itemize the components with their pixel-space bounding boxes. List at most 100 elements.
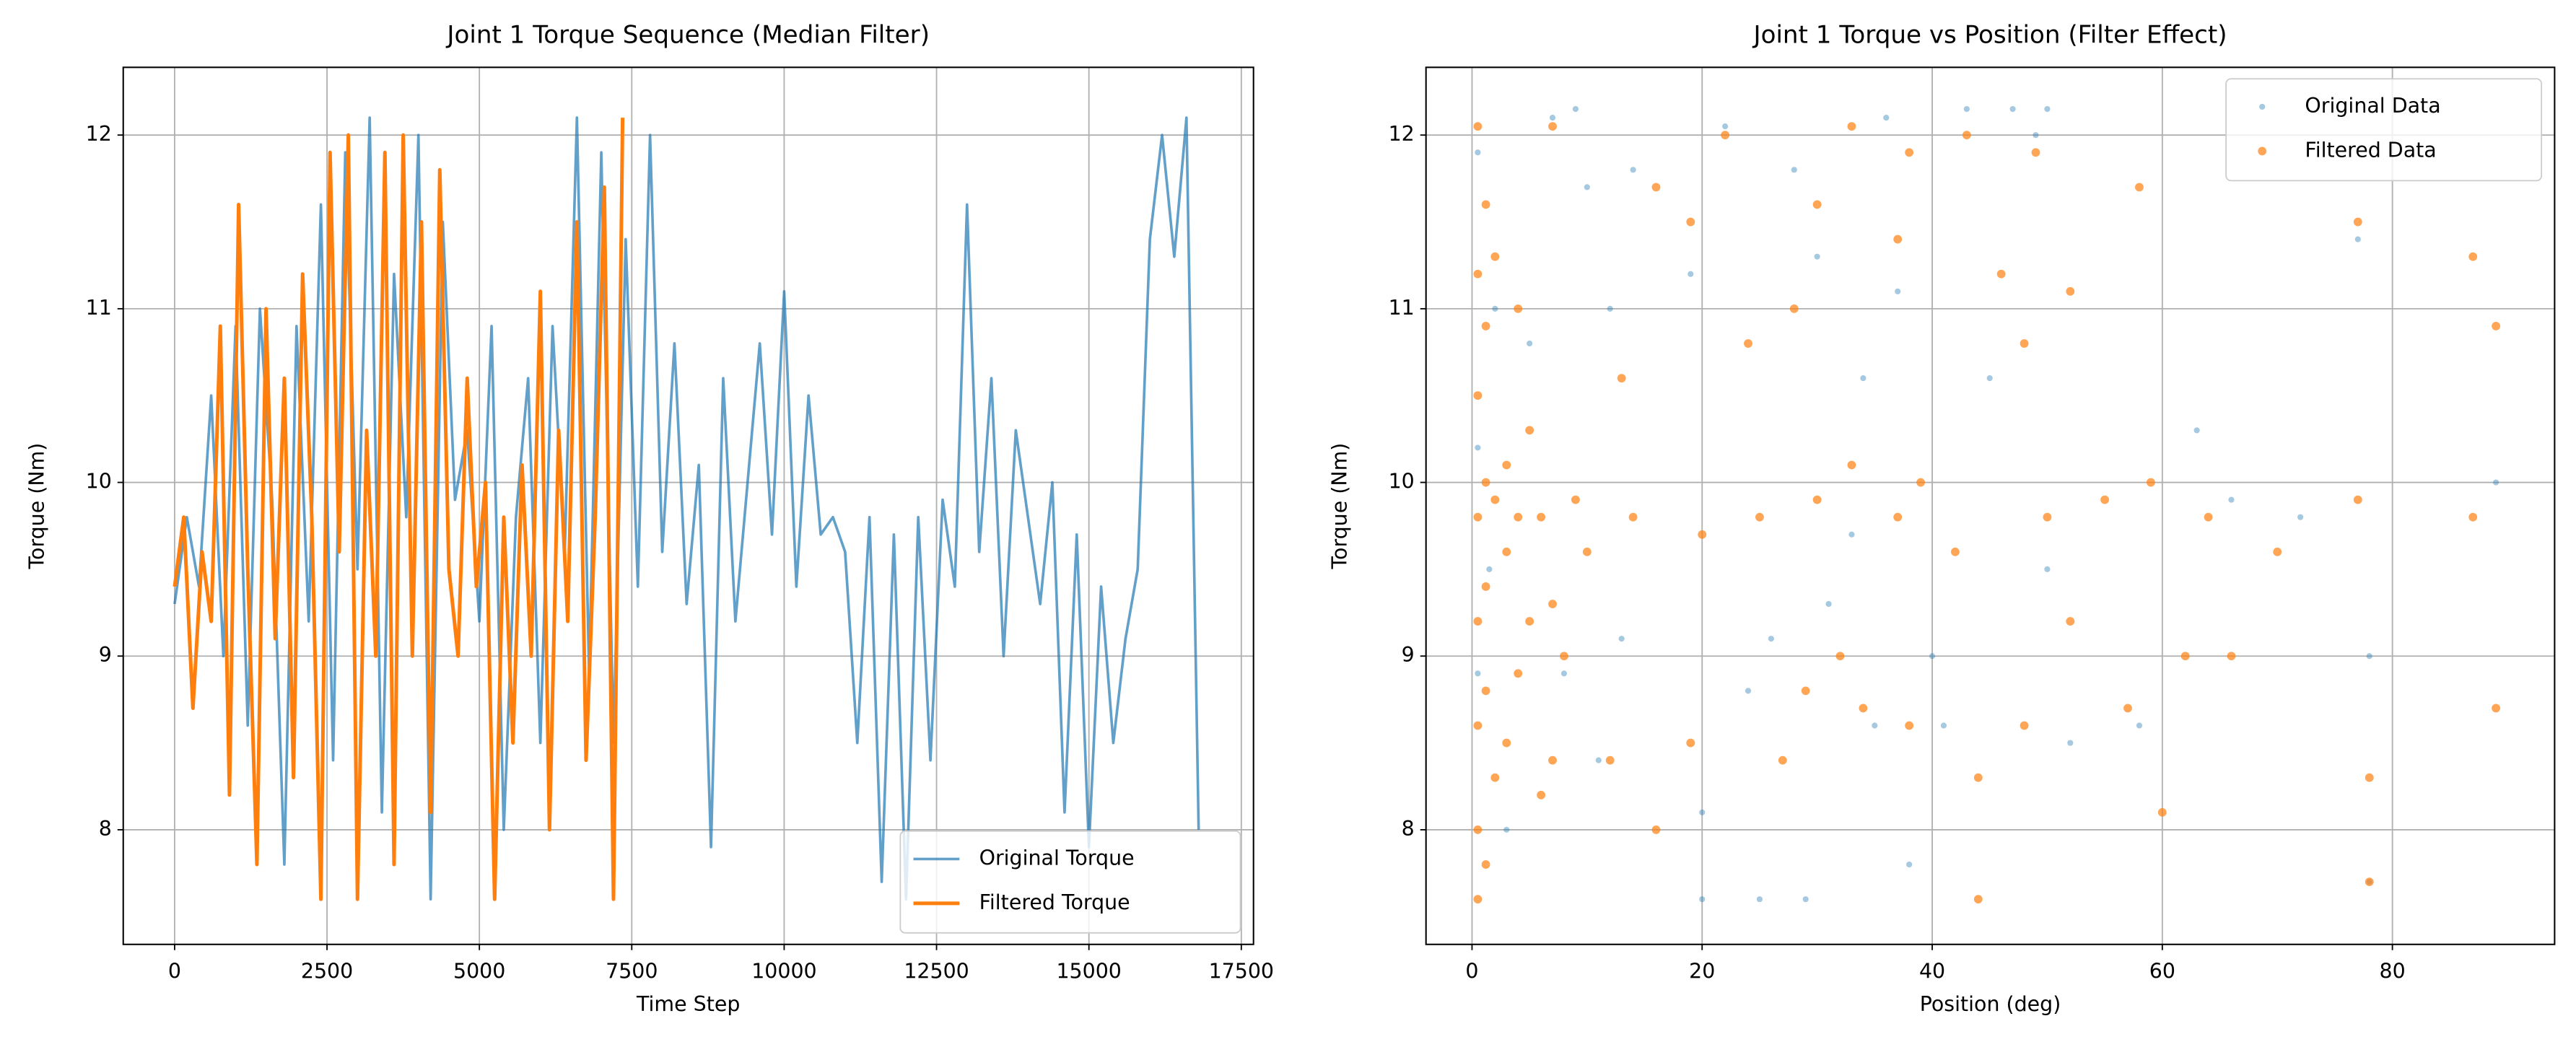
- scatter-point: [1893, 512, 1903, 522]
- legend-label: Filtered Data: [2305, 138, 2436, 162]
- scatter-point: [1549, 115, 1556, 121]
- scatter-point: [1973, 773, 1983, 782]
- legend-label: Original Data: [2305, 94, 2440, 118]
- scatter-point: [2193, 427, 2200, 434]
- scatter-point: [2468, 512, 2478, 522]
- scatter-point: [1686, 217, 1695, 227]
- scatter-point: [1617, 374, 1626, 383]
- scatter-point: [1502, 547, 1511, 556]
- scatter-point: [1872, 722, 1878, 729]
- scatter-point: [1481, 860, 1490, 869]
- scatter-point: [2227, 652, 2236, 661]
- x-tick-label: 2500: [301, 959, 353, 983]
- scatter-point: [1475, 149, 1481, 156]
- scatter-point: [1929, 653, 1936, 660]
- scatter-point: [1848, 531, 1855, 538]
- x-tick-label: 0: [1465, 959, 1478, 983]
- scatter-point: [2044, 105, 2051, 113]
- plot-area: [1473, 105, 2501, 904]
- scatter-point: [1893, 235, 1903, 244]
- scatter-point: [1537, 512, 1546, 522]
- legend-label: Original Torque: [979, 846, 1135, 870]
- x-tick-label: 12500: [904, 959, 969, 983]
- scatter-point: [1582, 547, 1592, 556]
- scatter-point: [1801, 686, 1810, 696]
- scatter-point: [1686, 738, 1695, 748]
- scatter-point: [1572, 105, 1579, 113]
- scatter-point: [1481, 478, 1490, 487]
- scatter-point: [2033, 132, 2039, 139]
- scatter-point: [1916, 478, 1926, 487]
- scatter-point: [1481, 582, 1490, 591]
- scatter-point: [2365, 877, 2374, 887]
- scatter-point: [1630, 167, 1636, 173]
- scatter-point: [1473, 391, 1483, 400]
- y-tick-label: 10: [86, 470, 112, 494]
- chart-title: Joint 1 Torque vs Position (Filter Effec…: [1752, 21, 2227, 50]
- x-tick-label: 15000: [1056, 959, 1121, 983]
- scatter-point: [2492, 479, 2499, 486]
- scatter-point: [1699, 896, 1706, 903]
- scatter-point: [1548, 755, 1557, 765]
- scatter-point: [1651, 825, 1661, 834]
- scatter-point: [2066, 286, 2075, 296]
- x-tick-label: 80: [2380, 959, 2406, 983]
- scatter-point: [2043, 512, 2052, 522]
- scatter-point: [1996, 269, 2006, 279]
- scatter-point: [2353, 495, 2362, 504]
- scatter-point: [1814, 253, 1820, 260]
- scatter-point: [2354, 236, 2361, 242]
- scatter-point: [1492, 305, 1498, 312]
- series-line: [173, 118, 625, 901]
- scatter-point: [1940, 722, 1947, 729]
- chart-title: Joint 1 Torque Sequence (Median Filter): [445, 21, 930, 50]
- scatter-point: [1514, 304, 1523, 313]
- scatter-point: [1906, 861, 1913, 868]
- scatter-point: [2067, 740, 2074, 746]
- y-tick-label: 8: [99, 817, 112, 841]
- scatter-point: [1963, 105, 1970, 113]
- scatter-point: [1525, 617, 1534, 626]
- scatter-point: [1905, 148, 1914, 157]
- scatter-point: [2066, 617, 2075, 626]
- scatter-point: [1883, 115, 1890, 121]
- scatter-point: [1481, 322, 1490, 330]
- scatter-point: [1756, 896, 1763, 903]
- y-tick-label: 8: [1402, 817, 1415, 841]
- plot-area: [173, 116, 1200, 901]
- scatter-point: [1628, 512, 1638, 522]
- scatter-point: [1537, 790, 1546, 800]
- scatter-point: [2180, 652, 2190, 661]
- scatter-point: [1721, 131, 1730, 140]
- x-axis-label: Time Step: [636, 992, 740, 1016]
- scatter-point: [1651, 183, 1661, 192]
- scatter-point: [1698, 530, 1707, 539]
- scatter-point: [1490, 773, 1500, 782]
- scatter-point: [2031, 148, 2040, 157]
- scatter-point: [2468, 252, 2478, 261]
- scatter-point: [1847, 122, 1856, 131]
- x-tick-label: 7500: [606, 959, 658, 983]
- x-tick-label: 5000: [453, 959, 505, 983]
- y-axis-label: Torque (Nm): [1327, 443, 1351, 570]
- scatter-point: [1473, 512, 1483, 522]
- scatter-point: [1895, 288, 1901, 294]
- scatter-point: [1605, 755, 1615, 765]
- y-tick-label: 9: [99, 643, 112, 667]
- scatter-point: [2100, 495, 2110, 504]
- scatter-point: [2009, 105, 2016, 113]
- scatter-point: [1481, 686, 1490, 696]
- scatter-point: [2136, 722, 2143, 729]
- scatter-point: [1525, 426, 1534, 435]
- scatter-point: [1473, 269, 1483, 279]
- x-tick-label: 20: [1689, 959, 1715, 983]
- scatter-point: [1514, 512, 1523, 522]
- scatter-point: [1791, 167, 1797, 173]
- scatter-point: [1503, 826, 1510, 833]
- x-tick-label: 60: [2149, 959, 2175, 983]
- series-line: [173, 116, 1200, 901]
- y-tick-label: 12: [86, 122, 112, 146]
- scatter-point: [1560, 652, 1568, 661]
- scatter-point: [2273, 547, 2282, 556]
